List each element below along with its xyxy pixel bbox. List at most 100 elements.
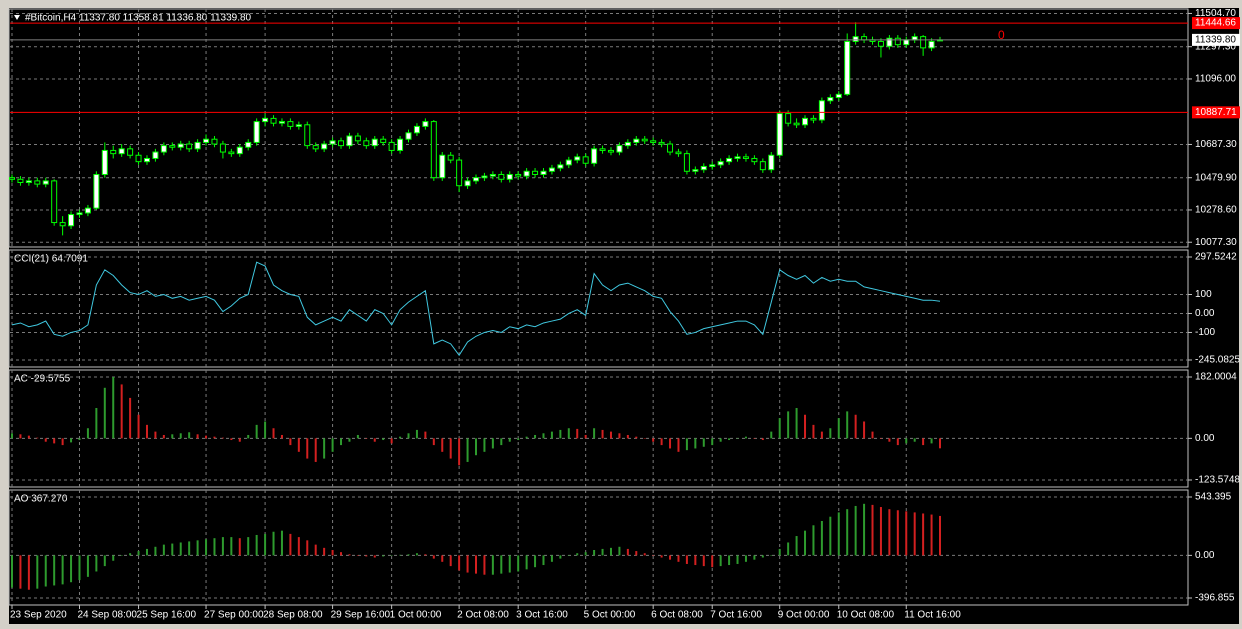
- histogram-bar: [306, 438, 309, 459]
- marker: 0: [998, 28, 1005, 42]
- histogram-bar: [162, 544, 165, 556]
- histogram-bar: [787, 542, 790, 556]
- histogram-bar: [837, 512, 840, 556]
- candle-body: [759, 161, 766, 171]
- histogram-bar: [340, 552, 343, 556]
- candle-body: [742, 156, 749, 159]
- histogram-bar: [888, 509, 891, 556]
- candle-body: [776, 113, 783, 156]
- candle-body: [169, 145, 176, 148]
- candle-body: [135, 154, 142, 163]
- histogram-bar: [820, 520, 823, 556]
- histogram-bar: [475, 438, 477, 456]
- histogram-bar: [314, 438, 317, 462]
- candle-body: [34, 180, 41, 185]
- histogram-bar: [466, 555, 469, 573]
- histogram-bar: [137, 551, 140, 556]
- candle-body: [152, 151, 159, 159]
- histogram-bar: [508, 555, 511, 573]
- histogram-bar: [390, 438, 393, 444]
- histogram-bar: [922, 438, 925, 446]
- histogram-bar: [19, 555, 22, 589]
- x-tick-label: 7 Oct 16:00: [710, 610, 762, 621]
- histogram-bar: [86, 555, 89, 577]
- histogram-bar: [19, 434, 22, 439]
- histogram-bar: [652, 555, 655, 556]
- candle-body: [852, 36, 859, 42]
- histogram-bar: [196, 540, 199, 556]
- candle-body: [236, 146, 243, 155]
- histogram-bar: [441, 555, 444, 562]
- histogram-bar: [854, 505, 857, 556]
- histogram-bar: [609, 547, 612, 556]
- histogram-bar: [879, 438, 882, 439]
- candle-body: [245, 141, 252, 148]
- histogram-bar: [171, 543, 174, 556]
- candle-body: [489, 173, 496, 177]
- histogram-bar: [348, 554, 351, 556]
- histogram-bar: [120, 384, 123, 439]
- histogram-bar: [508, 438, 511, 442]
- histogram-bar: [525, 436, 528, 439]
- histogram-bar: [205, 539, 208, 556]
- candle-body: [607, 149, 614, 153]
- histogram-bar: [129, 553, 132, 556]
- header: #Bitcoin,H4 11337.80 11358.81 11336.80 1…: [25, 13, 252, 24]
- histogram-bar: [247, 434, 250, 439]
- histogram-bar: [11, 433, 13, 439]
- candle-body: [464, 180, 471, 187]
- candle-body: [59, 222, 66, 227]
- candle-body: [321, 143, 328, 150]
- candle-body: [76, 212, 83, 216]
- histogram-bar: [939, 438, 941, 449]
- candle-body: [886, 37, 893, 47]
- histogram-bar: [593, 428, 596, 439]
- histogram-bar: [854, 414, 857, 439]
- candle-body: [84, 207, 91, 214]
- histogram-bar: [593, 549, 596, 556]
- candle-body: [835, 93, 842, 99]
- histogram-bar: [669, 555, 672, 560]
- histogram-bar: [348, 438, 351, 442]
- candle-body: [9, 177, 15, 180]
- candle-body: [219, 143, 226, 153]
- histogram-bar: [677, 555, 680, 562]
- histogram-bar: [500, 555, 503, 574]
- candle-body: [658, 141, 665, 145]
- candle-body: [143, 157, 150, 163]
- candle-body: [127, 148, 134, 156]
- candle-body: [397, 138, 404, 151]
- candle-body: [877, 40, 884, 47]
- histogram-bar: [660, 555, 663, 558]
- histogram-bar: [230, 537, 233, 556]
- histogram-bar: [753, 438, 756, 439]
- histogram-bar: [846, 411, 849, 439]
- histogram-bar: [272, 428, 275, 439]
- histogram-bar: [584, 552, 587, 556]
- histogram-bar: [753, 555, 756, 560]
- histogram-bar: [517, 438, 520, 441]
- histogram-bar: [179, 542, 182, 556]
- candle-body: [751, 157, 758, 163]
- candle-body: [93, 173, 100, 209]
- candle-body: [557, 164, 564, 169]
- histogram-bar: [643, 553, 646, 556]
- x-tick-label: 27 Sep 00:00: [204, 610, 264, 621]
- histogram-bar: [238, 438, 241, 442]
- histogram-bar: [905, 511, 908, 556]
- panel-frame: [8, 489, 1189, 606]
- histogram-bar: [61, 438, 64, 446]
- candle-body: [439, 154, 446, 179]
- histogram-bar: [685, 555, 688, 564]
- histogram-bar: [95, 555, 98, 572]
- histogram-bar: [728, 438, 731, 441]
- histogram-bar: [382, 438, 385, 441]
- histogram-bar: [27, 435, 30, 439]
- candle-body: [354, 135, 361, 142]
- histogram-bar: [306, 540, 309, 556]
- histogram-bar: [601, 429, 604, 439]
- histogram-bar: [264, 421, 267, 439]
- histogram-bar: [95, 408, 98, 439]
- y-tick-label: 100: [1195, 289, 1212, 300]
- candle-body: [42, 180, 49, 185]
